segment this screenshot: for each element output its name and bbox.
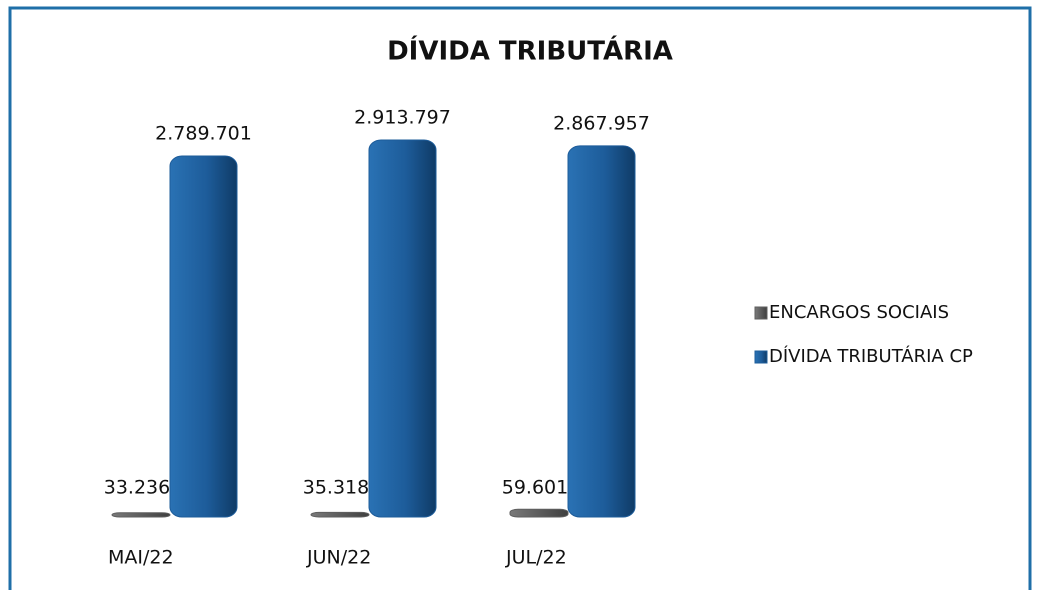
legend-label: ENCARGOS SOCIAIS xyxy=(769,302,949,323)
value-label: 59.601 xyxy=(502,477,568,499)
value-label: 2.867.957 xyxy=(553,112,650,134)
x-tick-label: JUL/22 xyxy=(505,547,567,569)
chart-title: DÍVIDA TRIBUTÁRIA xyxy=(387,35,673,67)
bar xyxy=(169,155,238,518)
bar xyxy=(310,511,370,518)
legend-swatch xyxy=(754,306,768,320)
legend-label: DÍVIDA TRIBUTÁRIA CP xyxy=(769,345,973,367)
value-label: 35.318 xyxy=(303,477,369,499)
bar xyxy=(368,139,437,518)
value-label: 2.789.701 xyxy=(155,123,252,145)
bar xyxy=(509,508,569,518)
value-label: 33.236 xyxy=(104,477,170,499)
value-label: 2.913.797 xyxy=(354,107,451,129)
legend-swatch xyxy=(754,350,768,364)
bar xyxy=(567,145,636,518)
frame xyxy=(8,6,1032,590)
bar xyxy=(111,512,171,518)
x-tick-label: MAI/22 xyxy=(108,547,174,569)
x-tick-label: JUN/22 xyxy=(306,547,371,569)
